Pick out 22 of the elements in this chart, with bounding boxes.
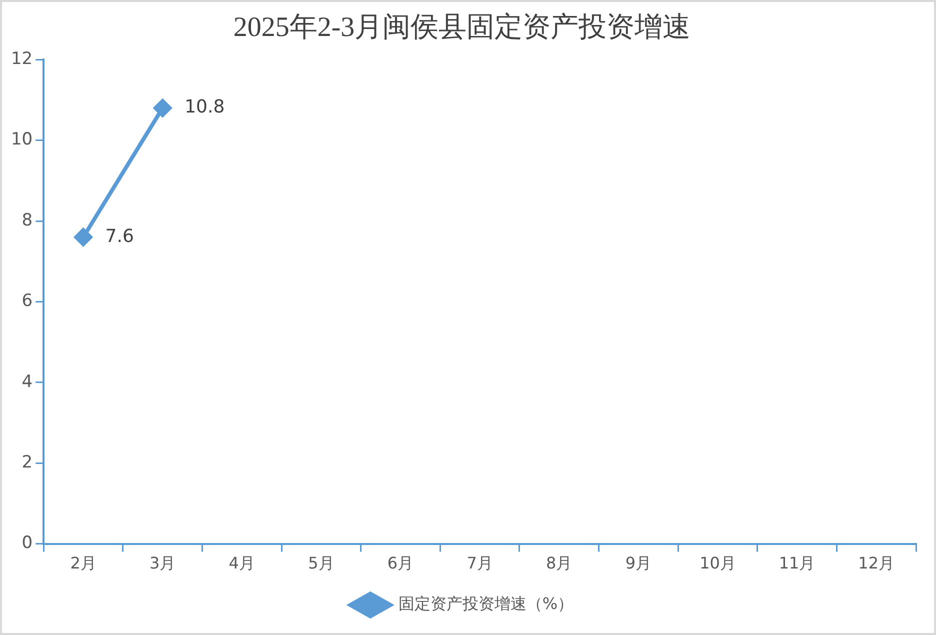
- y-tick-label: 6: [22, 291, 33, 312]
- x-tick-label: 8月: [546, 554, 572, 573]
- x-tick-label: 9月: [625, 554, 652, 573]
- x-tick-label: 3月: [149, 554, 176, 573]
- y-tick-label: 8: [22, 210, 33, 230]
- data-label: 10.8: [184, 96, 225, 118]
- x-tick-label: 6月: [387, 554, 414, 573]
- x-tick-label: 11月: [778, 554, 816, 573]
- y-tick-label: 4: [22, 372, 33, 392]
- y-tick-label: 2: [22, 452, 33, 473]
- data-label: 7.6: [105, 226, 134, 247]
- x-tick-label: 4月: [228, 554, 255, 573]
- x-tick-label: 12月: [858, 554, 895, 573]
- legend-label: 固定资产投资增速（%）: [398, 594, 574, 614]
- y-tick-label: 0: [22, 533, 33, 554]
- x-tick-label: 5月: [308, 554, 334, 573]
- x-tick-label: 10月: [700, 554, 736, 573]
- y-tick-label: 12: [10, 49, 33, 70]
- x-tick-label: 2月: [70, 554, 96, 573]
- x-tick-label: 7月: [466, 554, 493, 573]
- chart-title: 2025年2-3月闽侯县固定资产投资增速: [233, 12, 691, 44]
- y-tick-label: 10: [10, 130, 33, 150]
